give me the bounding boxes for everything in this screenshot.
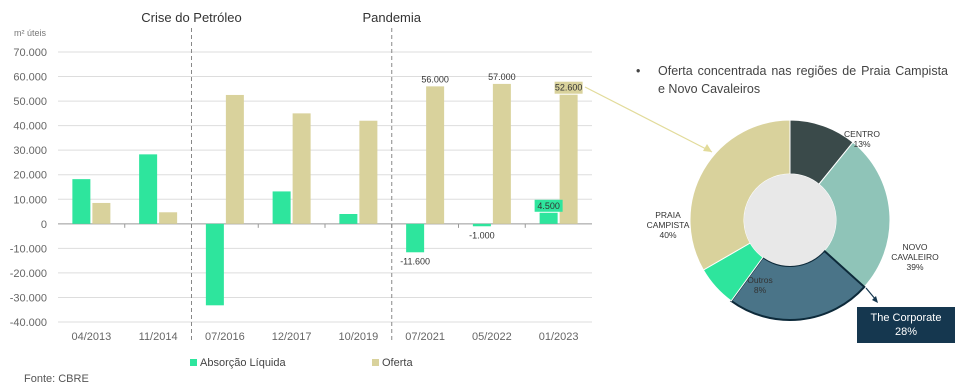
- slice-label: NOVO: [902, 242, 927, 252]
- data-label: 56.000: [421, 74, 449, 84]
- slice-label: 39%: [906, 262, 923, 272]
- data-label: -1.000: [469, 230, 495, 240]
- legend-swatch: [372, 359, 379, 366]
- legend-label: Absorção Líquida: [200, 357, 286, 369]
- bar: [225, 94, 244, 224]
- gridlines: [58, 51, 592, 323]
- data-label: 57.000: [488, 72, 516, 82]
- x-tick-label: 10/2019: [338, 331, 378, 343]
- y-tick-label: 0: [41, 219, 47, 231]
- bar: [472, 223, 491, 227]
- slice-label: 8%: [754, 285, 767, 295]
- callout-pointer-head: [872, 296, 878, 303]
- bullet-note: • Oferta concentrada nas regiões de Prai…: [636, 62, 948, 98]
- bar: [292, 113, 311, 224]
- data-label: 4.500: [537, 201, 560, 211]
- bar: [272, 191, 291, 224]
- bullet-dot: •: [636, 64, 641, 78]
- bar: [426, 86, 445, 224]
- bar: [205, 223, 224, 306]
- x-tick-label: 05/2022: [472, 331, 512, 343]
- legend-swatch: [190, 359, 197, 366]
- arrow-line: [584, 86, 713, 153]
- x-tick-label: 07/2021: [405, 331, 445, 343]
- bar: [406, 223, 425, 253]
- x-tick-label: 07/2016: [205, 331, 245, 343]
- slice-label: CAMPISTA: [647, 220, 690, 230]
- donut-chart: [689, 119, 891, 321]
- event-label: Pandemia: [362, 10, 421, 25]
- source-note: Fonte: CBRE: [24, 373, 89, 385]
- slice-label: CENTRO: [844, 129, 880, 139]
- x-tick-label: 04/2013: [71, 331, 111, 343]
- y-tick-label: 30.000: [13, 145, 47, 157]
- bar: [359, 120, 378, 224]
- y-tick-label: 70.000: [13, 47, 47, 59]
- the-corporate-callout: The Corporate 28%: [857, 307, 955, 343]
- y-tick-label: 40.000: [13, 121, 47, 133]
- arrow-head: [703, 144, 712, 152]
- donut-slice: [729, 249, 866, 321]
- y-tick-label: 50.000: [13, 96, 47, 108]
- donut-hole: [744, 174, 836, 266]
- slice-label: PRAIA: [655, 210, 681, 220]
- y-tick-label: -30.000: [10, 292, 47, 304]
- bar: [539, 212, 558, 224]
- y-tick-label: 10.000: [13, 194, 47, 206]
- series-oferta: [92, 83, 578, 224]
- bar: [139, 154, 158, 224]
- y-tick-label: -20.000: [10, 268, 47, 280]
- slice-label: 13%: [853, 139, 870, 149]
- data-label: 52.600: [555, 83, 583, 93]
- x-tick-label: 12/2017: [272, 331, 312, 343]
- x-tick-label: 11/2014: [139, 331, 178, 343]
- y-tick-label: 20.000: [13, 170, 47, 182]
- bar: [559, 94, 578, 224]
- slice-label: 40%: [659, 230, 676, 240]
- y-tick-label: -10.000: [10, 243, 47, 255]
- slice-label: CAVALEIRO: [891, 252, 939, 262]
- callout-title: The Corporate: [870, 312, 942, 324]
- bar: [159, 212, 178, 224]
- bullet-text: Oferta concentrada nas regiões de Praia …: [658, 64, 948, 96]
- y-tick-label: 60.000: [13, 72, 47, 84]
- data-label-highlight: [554, 81, 583, 94]
- slice-label: Outros: [747, 275, 773, 285]
- event-label: Crise do Petróleo: [141, 10, 241, 25]
- legend-label: Oferta: [382, 357, 413, 369]
- y-tick-label: -40.000: [10, 317, 47, 329]
- series-absorcao: [72, 154, 558, 306]
- bar: [492, 83, 511, 224]
- bar: [72, 179, 91, 224]
- y-unit-label: m² úteis: [14, 28, 47, 38]
- x-tick-label: 01/2023: [539, 331, 579, 343]
- callout-value: 28%: [894, 326, 918, 338]
- bar: [339, 214, 358, 224]
- data-label-highlight: [534, 199, 563, 212]
- data-label: -11.600: [400, 256, 430, 266]
- bar: [92, 202, 111, 224]
